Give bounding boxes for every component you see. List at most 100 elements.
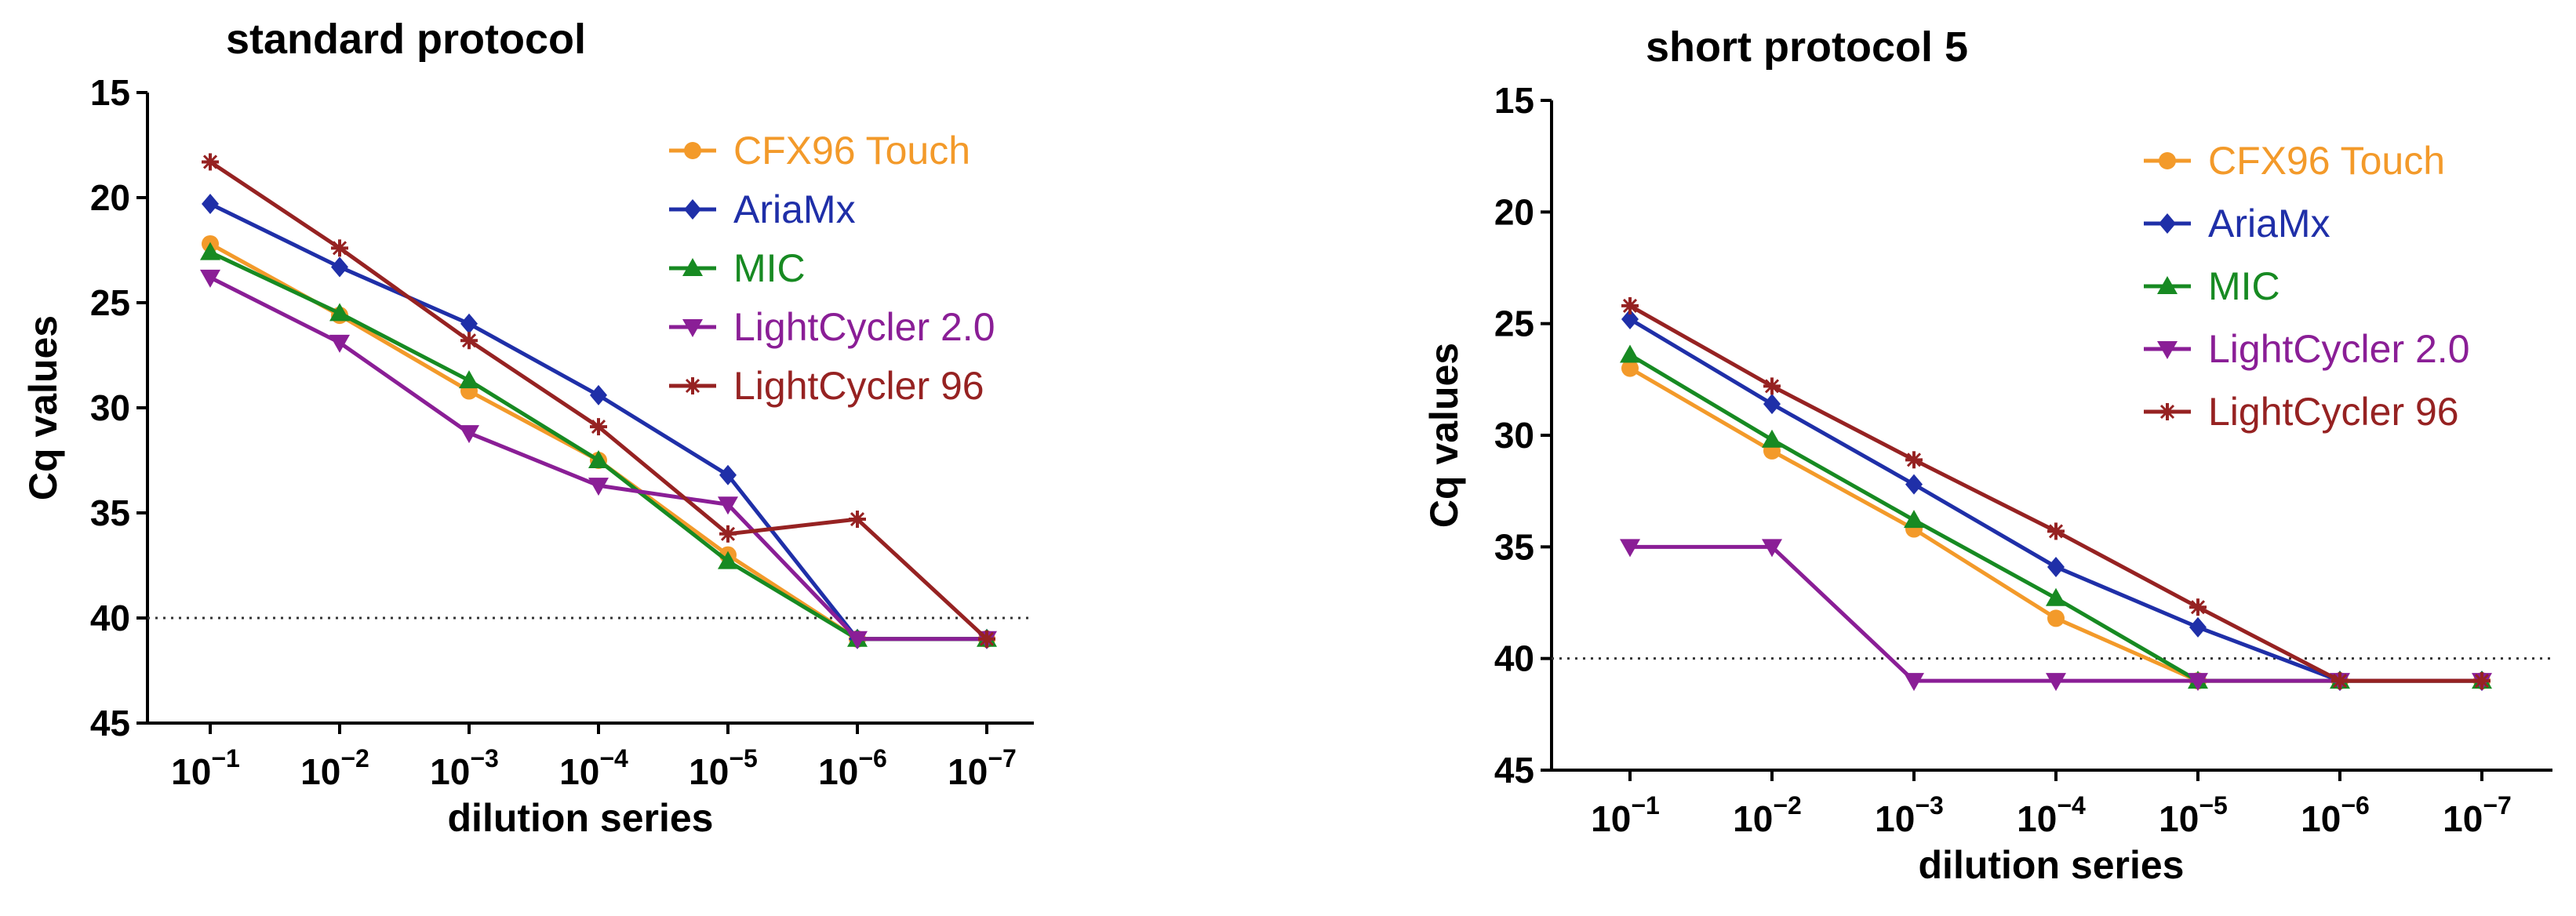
legend-label: LightCycler 96 (2208, 390, 2459, 434)
legend-label: MIC (733, 246, 806, 290)
data-point (459, 425, 479, 444)
x-tick-label: 10−6 (2301, 791, 2370, 839)
y-tick-label: 15 (90, 72, 130, 113)
data-point (1905, 474, 1923, 495)
y-tick-label: 25 (1494, 304, 1534, 344)
y-tick-label: 35 (1494, 526, 1534, 567)
x-tick-label: 10−6 (818, 744, 887, 792)
series-lightcycler-2-0 (200, 269, 997, 649)
legend-marker (682, 319, 703, 337)
data-point (590, 418, 607, 436)
y-axis-title: Cq values (1422, 343, 1466, 528)
y-tick-label: 40 (90, 598, 130, 638)
legend-label: CFX96 Touch (2208, 139, 2445, 183)
data-point (588, 478, 609, 496)
y-tick-label: 25 (90, 282, 130, 323)
data-point (460, 313, 478, 334)
x-tick-label: 10−4 (2017, 791, 2086, 839)
data-point (2046, 587, 2066, 606)
data-point (718, 551, 738, 569)
data-point (847, 631, 868, 649)
x-tick-label: 10−1 (171, 744, 240, 792)
data-point (2047, 609, 2065, 627)
legend-label: LightCycler 96 (733, 364, 984, 408)
chart-title: short protocol 5 (1646, 24, 1968, 71)
x-tick-label: 10−3 (1875, 791, 1944, 839)
x-tick-label: 10−1 (1591, 791, 1660, 839)
x-tick-label: 10−2 (1733, 791, 1802, 839)
data-point (2189, 598, 2207, 616)
series-line (209, 242, 987, 642)
legend-label: LightCycler 2.0 (733, 305, 995, 349)
data-point (1763, 377, 1781, 395)
data-point (460, 332, 478, 350)
data-point (331, 256, 348, 278)
data-point (718, 496, 738, 515)
legend-label: MIC (2208, 264, 2280, 308)
series-mic (200, 242, 997, 647)
data-point (719, 525, 737, 543)
series-lightcycler-96 (1621, 296, 2490, 690)
data-point (1762, 539, 1782, 558)
data-point (329, 303, 350, 322)
data-point (849, 511, 866, 529)
y-tick-label: 40 (1494, 638, 1534, 679)
data-point (1763, 394, 1781, 415)
data-point (329, 334, 350, 353)
data-point (331, 239, 348, 257)
data-point (200, 269, 220, 288)
legend-marker (2159, 213, 2176, 234)
data-point (590, 384, 607, 405)
y-tick-label: 45 (90, 703, 130, 743)
legend-marker (684, 377, 701, 394)
legend-marker (2159, 403, 2176, 420)
legend-marker (682, 258, 703, 276)
data-point (1621, 308, 1639, 329)
data-point (202, 153, 219, 171)
data-point (1621, 296, 1639, 314)
data-point (719, 464, 737, 485)
data-point (1620, 539, 1640, 558)
legend-marker (2159, 152, 2176, 169)
data-point (978, 630, 995, 648)
legend-marker (2157, 341, 2178, 359)
y-tick-label: 20 (1494, 191, 1534, 232)
series-cfx96-touch (202, 234, 995, 648)
x-tick-label: 10−7 (948, 744, 1017, 792)
x-axis-title: dilution series (1919, 843, 2185, 887)
data-point (1904, 673, 1924, 692)
series-lightcycler-96 (202, 153, 995, 648)
y-tick-label: 35 (90, 493, 130, 533)
legend-label: CFX96 Touch (733, 129, 970, 173)
y-tick-label: 45 (1494, 750, 1534, 791)
legend-label: AriaMx (2208, 202, 2330, 245)
data-point (459, 370, 479, 389)
chart-short-protocol-5: short protocol 5 15 20 25 30 35 40 45 10−1 10−2 10… (1422, 24, 2552, 887)
legend-label: LightCycler 2.0 (2208, 327, 2470, 371)
legend: CFX96 Touch AriaMx MIC LightCycler 2.0 Light… (669, 129, 995, 408)
chart-title: standard protocol (226, 16, 586, 63)
y-axis-title: Cq values (21, 315, 65, 500)
legend-marker (684, 199, 701, 220)
x-tick-label: 10−3 (430, 744, 499, 792)
data-point (2331, 672, 2349, 690)
data-point (202, 194, 219, 215)
data-point (1620, 344, 1640, 363)
y-tick-label: 15 (1494, 80, 1534, 121)
x-tick-label: 10−5 (689, 744, 758, 792)
legend-label: AriaMx (733, 187, 856, 231)
data-point (2047, 522, 2065, 540)
chart-standard-protocol: standard protocol 15 20 25 30 35 40 45 10−1 10−2 1… (21, 16, 1034, 840)
y-tick-label: 20 (90, 177, 130, 218)
x-tick-label: 10−2 (300, 744, 369, 792)
data-point (2473, 672, 2490, 690)
data-point (2046, 673, 2066, 692)
data-point (1621, 359, 1639, 377)
x-tick-label: 10−5 (2159, 791, 2228, 839)
data-point (588, 450, 609, 468)
legend-marker (2157, 276, 2178, 294)
legend: CFX96 Touch AriaMx MIC LightCycler 2.0 Light… (2144, 139, 2470, 434)
x-axis-title: dilution series (448, 796, 714, 840)
data-point (2189, 616, 2207, 638)
